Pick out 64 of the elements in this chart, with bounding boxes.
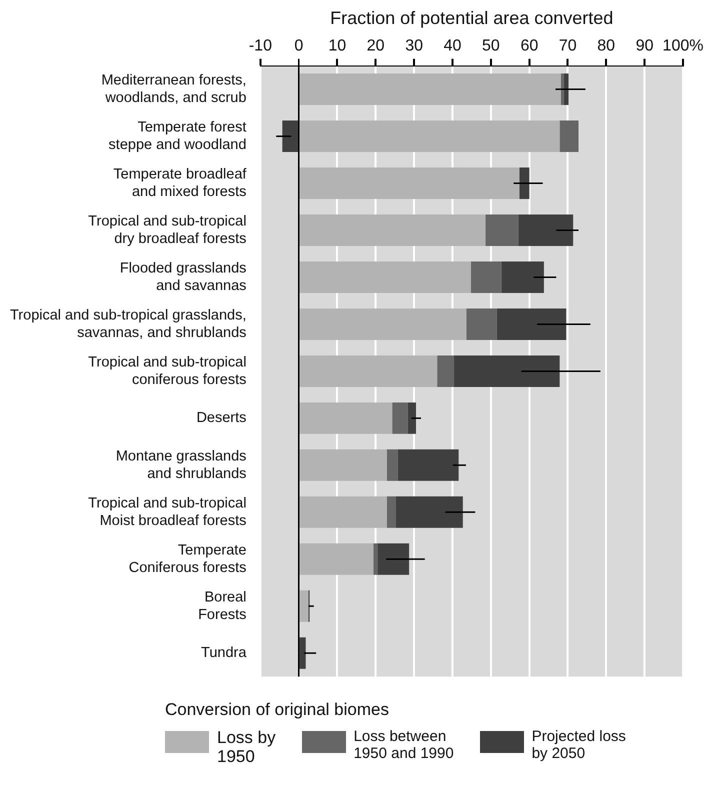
x-tick-label: 60 xyxy=(520,38,538,55)
bar xyxy=(282,120,298,152)
legend-label: Loss between 1950 and 1990 xyxy=(354,728,454,762)
bar xyxy=(470,261,502,293)
bar xyxy=(396,496,463,528)
bar xyxy=(300,355,438,387)
x-tick-label: 70 xyxy=(558,38,577,55)
bar xyxy=(300,402,392,434)
bar xyxy=(386,496,396,528)
y-tick-label: Temperate forest steppe and woodland xyxy=(108,120,246,153)
bar xyxy=(300,214,486,246)
x-tick-label: 90 xyxy=(636,38,654,55)
bar xyxy=(386,449,398,481)
bar xyxy=(300,308,466,340)
bar xyxy=(300,449,387,481)
bar xyxy=(300,168,520,199)
bar xyxy=(496,308,566,340)
x-tick-label: -10 xyxy=(248,38,272,55)
y-tick-label: Flooded grasslands and savannas xyxy=(120,260,246,294)
bar xyxy=(300,590,308,622)
y-tick-label: Tropical and sub-tropical grasslands, savannas, and shrublands xyxy=(10,308,246,341)
legend-title: Conversion of original biomes xyxy=(165,700,390,720)
bar xyxy=(300,637,306,669)
x-axis-title: Fraction of potential area converted xyxy=(330,8,614,28)
bar xyxy=(408,402,416,434)
bar xyxy=(373,543,378,575)
bar xyxy=(560,120,579,152)
y-tick-label: Temperate Coniferous forests xyxy=(128,542,246,576)
legend-label: Projected loss by 2050 xyxy=(532,728,626,762)
bar xyxy=(437,355,454,387)
legend-label: Loss by 1950 xyxy=(217,728,276,766)
y-tick-label: Montane grasslands and shrublands xyxy=(116,448,246,482)
x-tick-label: 100% xyxy=(662,38,704,55)
x-tick-label: 50 xyxy=(482,38,500,55)
y-tick-label: Deserts xyxy=(196,410,246,426)
x-tick-label: 20 xyxy=(366,38,385,55)
y-tick-label: Tropical and sub-tropical dry broadleaf forests xyxy=(88,214,246,247)
bar xyxy=(300,261,471,293)
bar xyxy=(392,402,408,434)
bar xyxy=(300,120,560,152)
y-tick-label: Mediterranean forests, woodlands, and scrub xyxy=(101,72,246,106)
bar xyxy=(300,543,374,575)
y-tick-label: Tundra xyxy=(201,645,248,662)
bar xyxy=(486,214,518,246)
bar xyxy=(501,261,544,293)
bar xyxy=(560,74,564,106)
bar xyxy=(300,496,387,528)
x-tick-label: 0 xyxy=(294,38,304,55)
x-tick-label: 10 xyxy=(328,38,346,55)
bar xyxy=(518,214,574,246)
bar xyxy=(454,355,560,387)
bar xyxy=(564,74,569,106)
bar xyxy=(519,168,530,199)
bar xyxy=(466,308,497,340)
y-tick-label: Tropical and sub-tropical coniferous forests xyxy=(88,354,246,388)
y-tick-label: Boreal Forests xyxy=(198,589,246,623)
x-tick-label: 80 xyxy=(597,38,616,55)
bar xyxy=(398,449,459,481)
bar xyxy=(378,543,410,575)
x-tick-label: 30 xyxy=(405,38,424,55)
bar xyxy=(300,74,561,106)
x-tick-label: 40 xyxy=(444,38,462,55)
y-tick-label: Temperate broadleaf and mixed forests xyxy=(113,166,248,200)
y-tick-label: Tropical and sub-tropical Moist broadleaf forests xyxy=(88,495,246,529)
